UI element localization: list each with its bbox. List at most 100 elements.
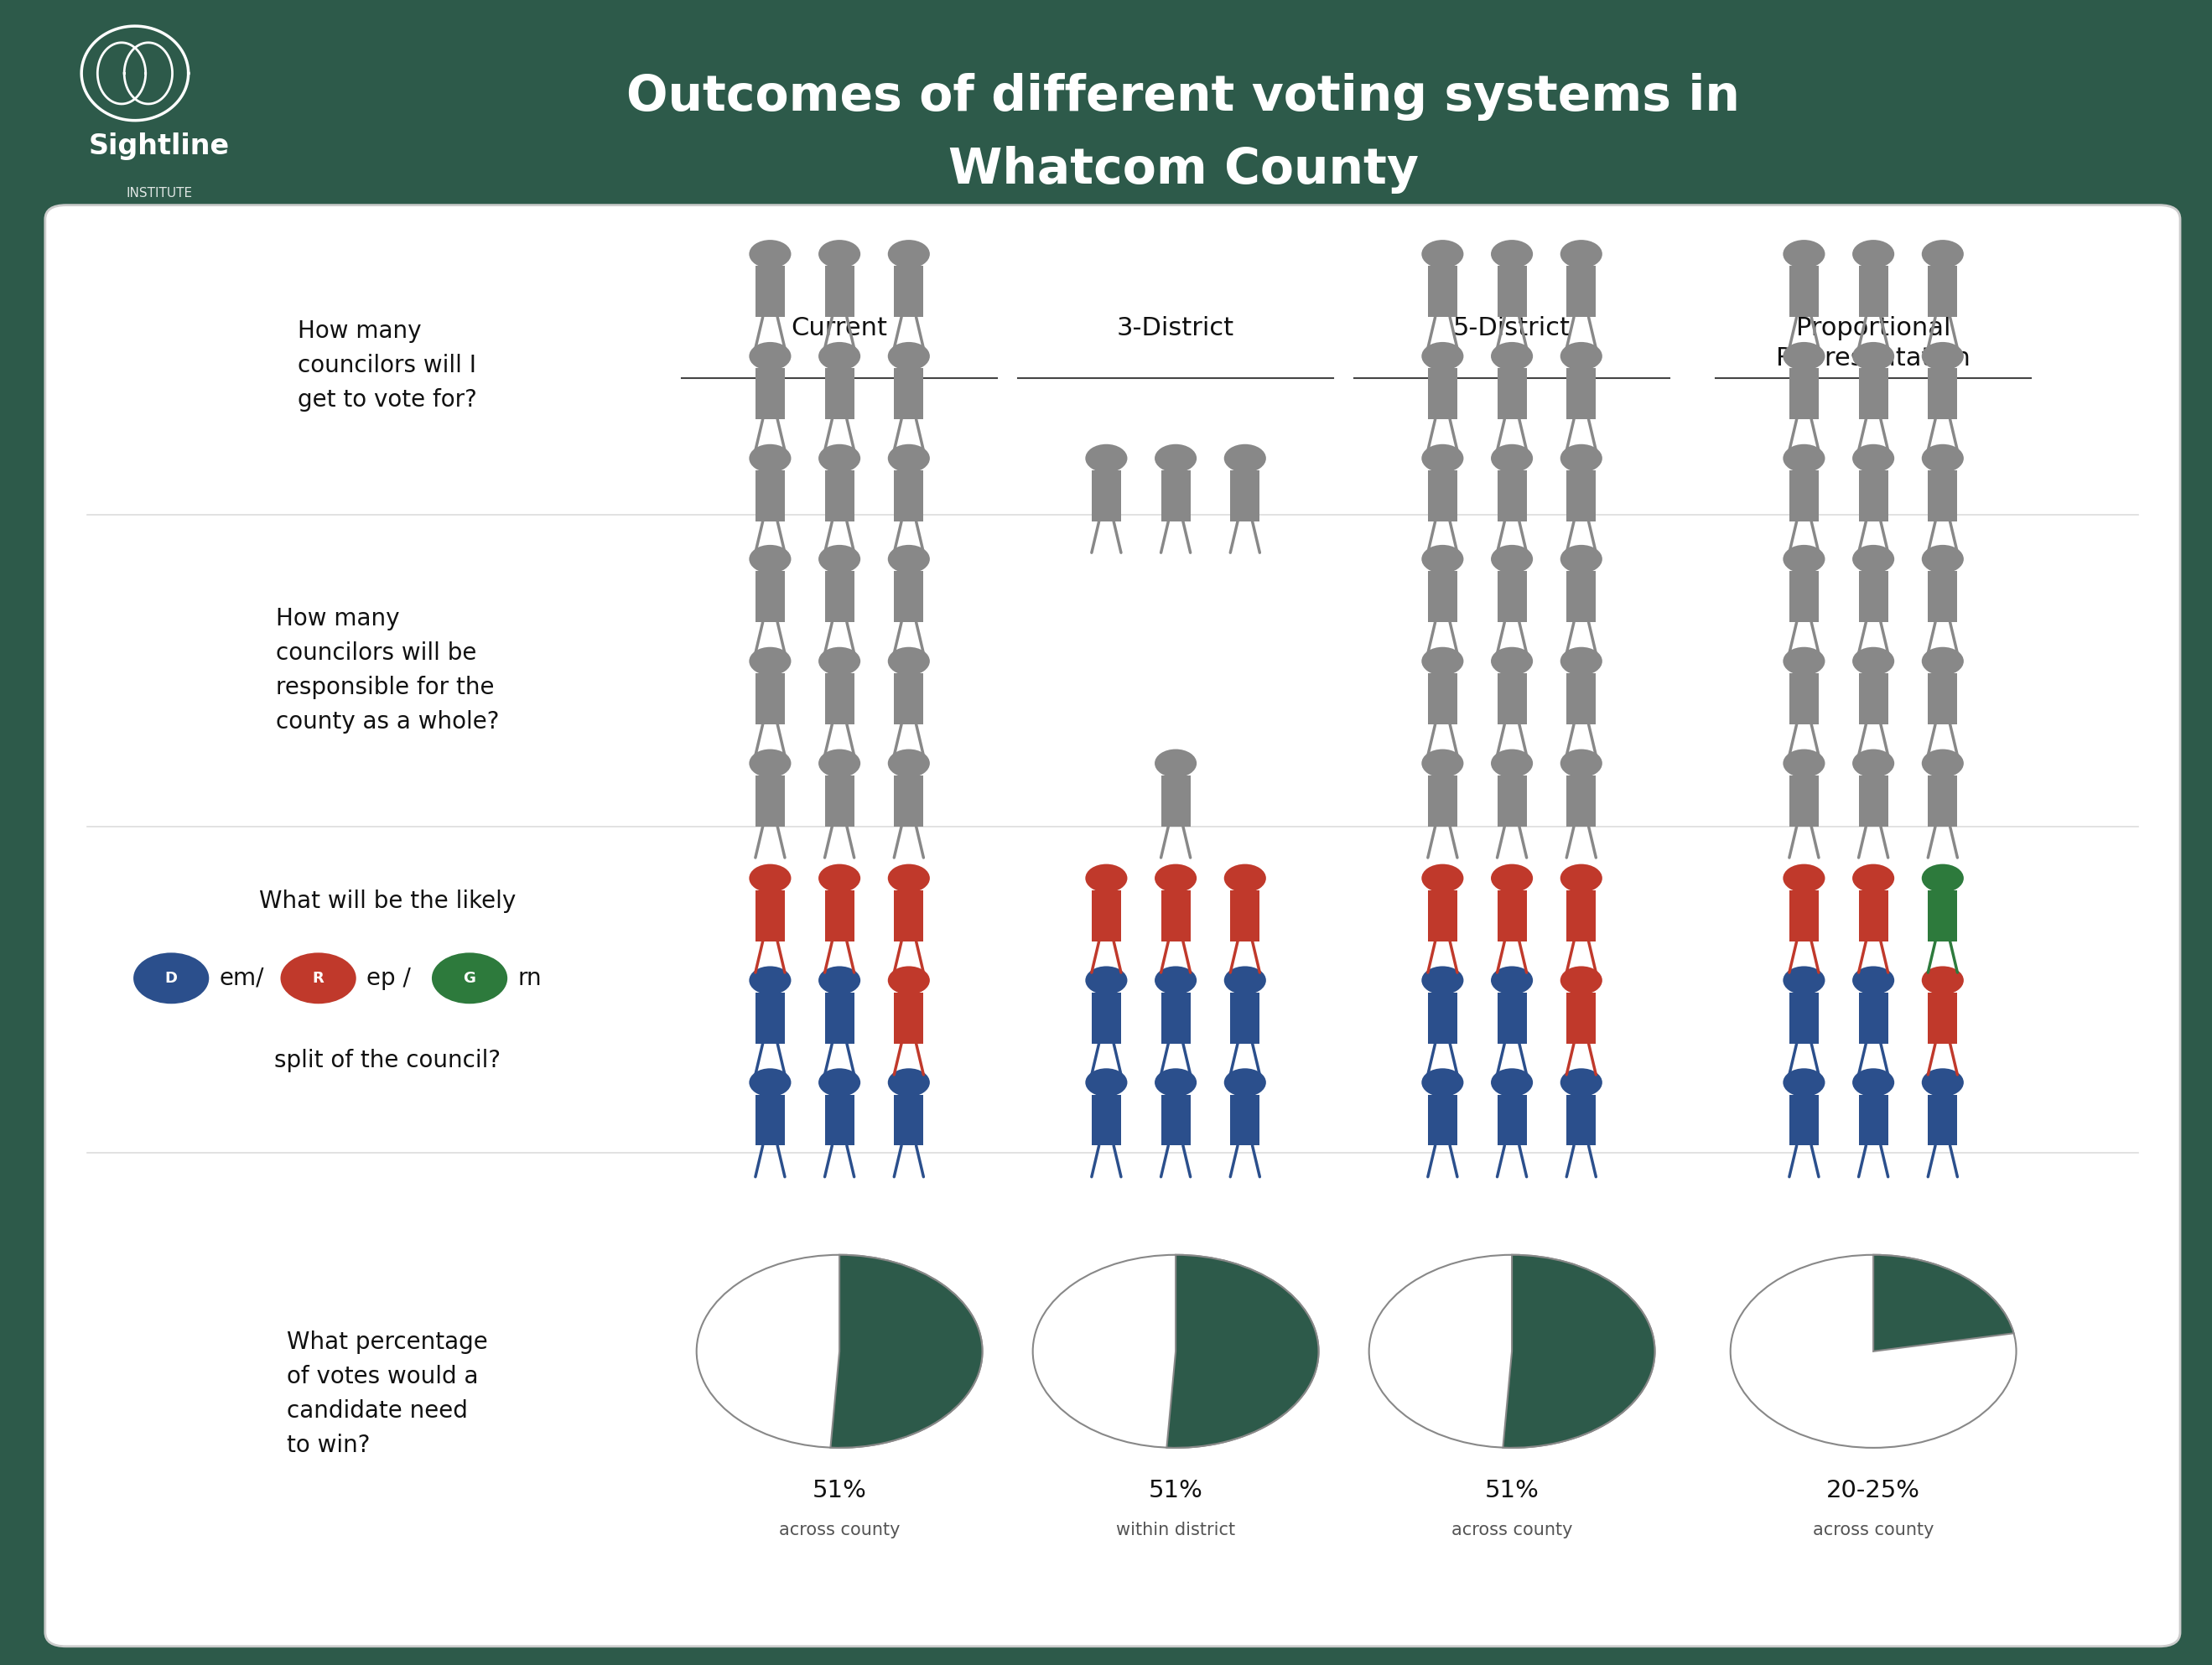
Text: Outcomes of different voting systems in: Outcomes of different voting systems in <box>626 73 1741 120</box>
Circle shape <box>887 544 929 573</box>
Text: rn: rn <box>518 966 542 991</box>
Circle shape <box>1369 1255 1655 1449</box>
Circle shape <box>887 445 929 473</box>
Bar <box>1858 571 1889 623</box>
Circle shape <box>1422 966 1464 994</box>
Bar <box>1230 471 1261 521</box>
Bar <box>825 992 854 1044</box>
Circle shape <box>1422 445 1464 473</box>
Circle shape <box>750 864 792 892</box>
Circle shape <box>818 544 860 573</box>
Circle shape <box>1922 240 1964 268</box>
Circle shape <box>1922 341 1964 370</box>
Circle shape <box>750 544 792 573</box>
Bar <box>1790 266 1818 316</box>
Circle shape <box>1851 544 1893 573</box>
Circle shape <box>1422 1069 1464 1097</box>
Circle shape <box>750 966 792 994</box>
Bar <box>1427 471 1458 521</box>
Bar <box>825 1094 854 1146</box>
Bar <box>1427 776 1458 826</box>
Circle shape <box>1922 445 1964 473</box>
Bar <box>894 266 925 316</box>
Circle shape <box>1922 864 1964 892</box>
Circle shape <box>1783 749 1825 778</box>
Circle shape <box>1491 749 1533 778</box>
Text: How many
councilors will be
responsible for the
county as a whole?: How many councilors will be responsible … <box>276 606 500 734</box>
Circle shape <box>1730 1255 2015 1449</box>
Circle shape <box>1422 749 1464 778</box>
Text: What will be the likely: What will be the likely <box>259 889 515 914</box>
Circle shape <box>818 1069 860 1097</box>
Circle shape <box>887 864 929 892</box>
Circle shape <box>750 445 792 473</box>
Bar <box>894 571 925 623</box>
Bar <box>825 673 854 724</box>
Circle shape <box>750 648 792 676</box>
Circle shape <box>1851 648 1893 676</box>
Text: Whatcom County: Whatcom County <box>949 147 1418 193</box>
Wedge shape <box>830 1255 982 1449</box>
Text: 51%: 51% <box>812 1479 867 1502</box>
Circle shape <box>1155 1069 1197 1097</box>
Circle shape <box>1559 240 1601 268</box>
Circle shape <box>1155 864 1197 892</box>
Text: 5-District: 5-District <box>1453 316 1571 340</box>
Circle shape <box>1559 966 1601 994</box>
Bar <box>1790 673 1818 724</box>
Circle shape <box>1783 445 1825 473</box>
Text: 51%: 51% <box>1148 1479 1203 1502</box>
Circle shape <box>431 952 507 1004</box>
Bar <box>1427 992 1458 1044</box>
Text: Current: Current <box>792 316 887 340</box>
Bar <box>1858 673 1889 724</box>
Bar <box>1161 1094 1190 1146</box>
Bar <box>1566 1094 1595 1146</box>
Circle shape <box>1491 341 1533 370</box>
Circle shape <box>818 648 860 676</box>
Circle shape <box>818 749 860 778</box>
Circle shape <box>1223 445 1265 473</box>
Circle shape <box>1086 445 1128 473</box>
Bar <box>1566 673 1595 724</box>
Bar <box>825 368 854 420</box>
Text: within district: within district <box>1117 1522 1234 1538</box>
Bar <box>1498 571 1526 623</box>
Circle shape <box>1155 445 1197 473</box>
Circle shape <box>818 864 860 892</box>
Bar <box>1230 891 1261 941</box>
Bar <box>894 1094 925 1146</box>
Circle shape <box>1783 864 1825 892</box>
Bar <box>1498 266 1526 316</box>
Circle shape <box>1086 864 1128 892</box>
Circle shape <box>1783 544 1825 573</box>
Bar <box>1093 992 1121 1044</box>
Bar <box>1498 992 1526 1044</box>
Circle shape <box>1851 1069 1893 1097</box>
FancyBboxPatch shape <box>44 205 2181 1647</box>
Bar <box>1790 471 1818 521</box>
Bar <box>894 673 925 724</box>
Bar <box>1929 266 1958 316</box>
Circle shape <box>1559 648 1601 676</box>
Circle shape <box>1559 544 1601 573</box>
Circle shape <box>1783 648 1825 676</box>
Circle shape <box>887 966 929 994</box>
Bar <box>1161 992 1190 1044</box>
Bar <box>1858 992 1889 1044</box>
Bar <box>1929 776 1958 826</box>
Circle shape <box>1491 445 1533 473</box>
Bar <box>1427 1094 1458 1146</box>
Text: across county: across county <box>779 1522 900 1538</box>
Bar <box>1498 471 1526 521</box>
Bar <box>1230 1094 1261 1146</box>
Circle shape <box>1422 864 1464 892</box>
Bar <box>825 266 854 316</box>
Text: across county: across county <box>1451 1522 1573 1538</box>
Bar <box>1498 891 1526 941</box>
Text: em/: em/ <box>219 966 265 991</box>
Circle shape <box>818 966 860 994</box>
Bar <box>1858 368 1889 420</box>
Circle shape <box>1422 544 1464 573</box>
Circle shape <box>1491 648 1533 676</box>
